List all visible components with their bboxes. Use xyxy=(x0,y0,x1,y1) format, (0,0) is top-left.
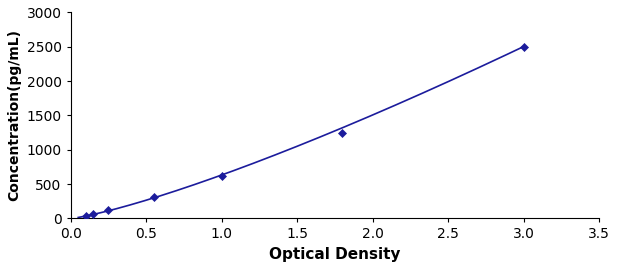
Y-axis label: Concentration(pg/mL): Concentration(pg/mL) xyxy=(7,30,21,201)
X-axis label: Optical Density: Optical Density xyxy=(269,247,400,262)
